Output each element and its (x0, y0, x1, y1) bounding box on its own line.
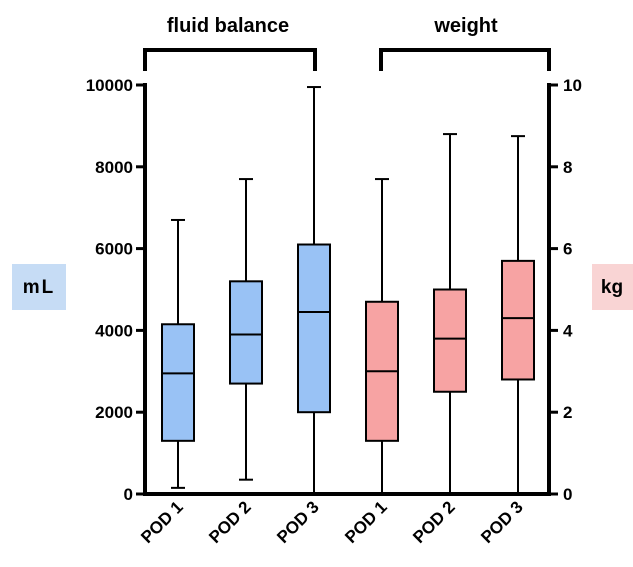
left-unit-label-box (12, 264, 66, 310)
x-tick-label: POD 3 (273, 497, 323, 547)
right-tick-label: 10 (563, 76, 582, 95)
right-tick-label: 8 (563, 158, 572, 177)
left-tick-label: 10000 (86, 76, 133, 95)
group-bracket-fluid-balance (143, 48, 317, 71)
iqr-box (433, 288, 467, 393)
box-2 (229, 178, 263, 481)
x-tick-label: POD 1 (137, 497, 187, 547)
group-bracket-weight (379, 48, 551, 71)
iqr-box (229, 280, 263, 385)
right-tick-label: 6 (563, 240, 572, 259)
right-tick-label: 2 (563, 403, 572, 422)
left-tick-label: 6000 (95, 240, 133, 259)
right-tick-label: 0 (563, 485, 572, 504)
box-5 (433, 133, 467, 494)
box-4 (365, 178, 399, 494)
right-tick-label: 4 (563, 321, 573, 340)
group-label-fluid-balance: fluid balance (167, 15, 289, 37)
x-tick-label: POD 3 (477, 497, 527, 547)
box-1 (161, 218, 195, 489)
left-tick-label: 0 (124, 485, 133, 504)
x-tick-label: POD 2 (205, 497, 255, 547)
iqr-box (501, 259, 535, 381)
right-unit-label: kg (601, 277, 623, 298)
left-unit-label: mL (23, 277, 56, 298)
iqr-box (297, 243, 331, 414)
x-tick-label: POD 1 (341, 497, 391, 547)
left-tick-label: 8000 (95, 158, 133, 177)
box-6 (501, 135, 535, 494)
iqr-box (161, 323, 195, 442)
box-3 (297, 86, 331, 494)
left-tick-label: 4000 (95, 321, 133, 340)
right-unit-label-box (592, 264, 633, 310)
group-label-weight: weight (433, 15, 498, 37)
left-tick-label: 2000 (95, 403, 133, 422)
x-tick-label: POD 2 (409, 497, 459, 547)
